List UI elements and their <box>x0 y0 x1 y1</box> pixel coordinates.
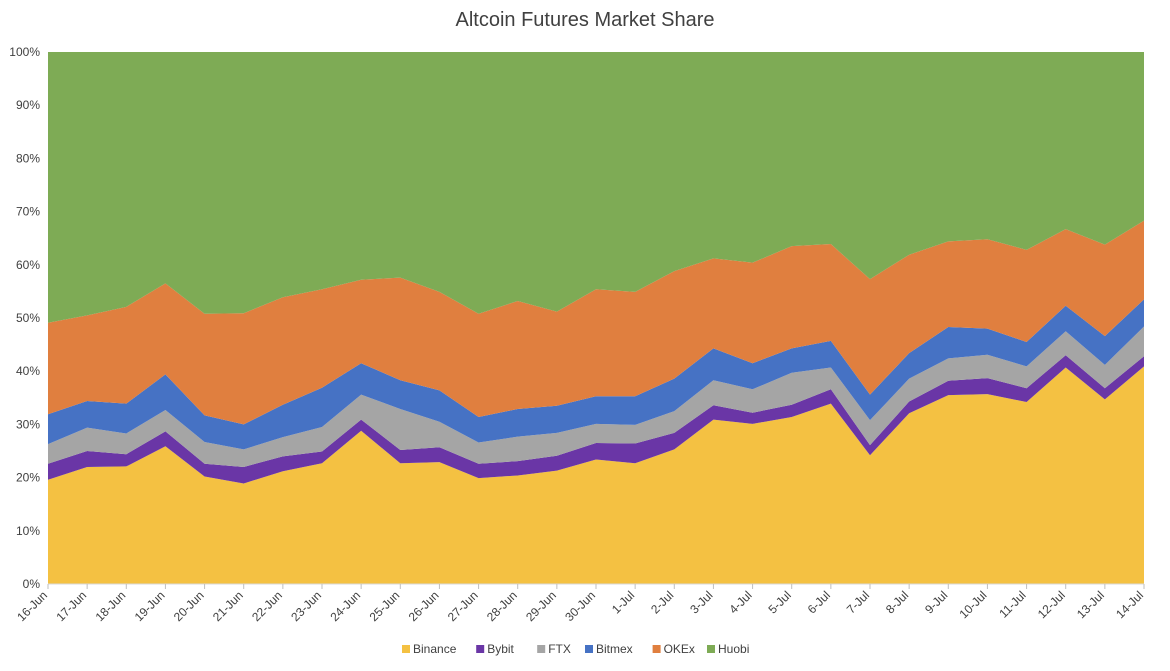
x-tick-label: 12-Jul <box>1035 588 1068 621</box>
legend-swatch-bitmex <box>585 645 593 653</box>
area-huobi <box>48 52 1144 323</box>
x-tick-label: 28-Jun <box>484 588 520 624</box>
x-tick-label: 18-Jun <box>93 588 129 624</box>
x-tick-label: 20-Jun <box>171 588 207 624</box>
x-tick-label: 27-Jun <box>445 588 481 624</box>
x-axis: 16-Jun 17-Jun 18-Jun 19-Jun 20-Jun 21-Jun 22-J… <box>14 583 1146 624</box>
x-tick-label: 16-Jun <box>14 588 50 624</box>
y-tick-label: 20% <box>16 471 40 485</box>
legend-swatch-okex <box>652 645 661 653</box>
x-tick-label: 29-Jun <box>523 588 559 624</box>
x-tick-label: 11-Jul <box>996 588 1028 620</box>
legend-swatch-binance <box>402 645 410 653</box>
x-tick-label: 5-Jul <box>766 588 794 616</box>
x-tick-label: 23-Jun <box>288 588 324 624</box>
y-tick-label: 60% <box>16 258 40 272</box>
x-tick-label: 1-Jul <box>609 588 637 616</box>
y-tick-label: 0% <box>23 577 41 591</box>
x-tick-label: 10-Jul <box>957 588 990 621</box>
x-tick-label: 7-Jul <box>844 588 872 616</box>
x-tick-label: 30-Jun <box>562 588 598 624</box>
x-tick-label: 6-Jul <box>805 588 833 616</box>
y-tick-label: 80% <box>16 151 40 165</box>
x-tick-label: 25-Jun <box>367 588 403 624</box>
legend-label-bitmex: Bitmex <box>596 642 633 656</box>
area-binance <box>48 366 1144 584</box>
legend-swatch-ftx <box>537 645 546 653</box>
area-ftx <box>48 326 1144 467</box>
x-tick-label: 24-Jun <box>327 588 363 624</box>
chart-title: Altcoin Futures Market Share <box>456 9 715 31</box>
y-tick-label: 50% <box>16 311 40 325</box>
legend-swatch-huobi <box>707 645 715 653</box>
y-axis: 0% 10% 20% 30% 40% 50% 60% 70% 80% 90% 100% <box>9 45 40 591</box>
x-tick-label: 14-Jul <box>1113 588 1146 621</box>
x-tick-label: 26-Jun <box>406 588 442 624</box>
x-tick-label: 13-Jul <box>1074 588 1107 621</box>
area-series-group <box>48 52 1144 584</box>
y-tick-label: 10% <box>16 524 40 538</box>
legend-label-ftx: FTX <box>548 642 571 656</box>
legend-label-binance: Binance <box>413 642 457 656</box>
area-bitmex <box>48 299 1144 450</box>
legend: Binance Bybit FTX Bitmex OKEx Huobi <box>402 642 749 656</box>
x-tick-label: 4-Jul <box>726 588 754 616</box>
x-tick-label: 21-Jun <box>210 588 246 624</box>
legend-label-huobi: Huobi <box>718 642 749 656</box>
x-tick-label: 3-Jul <box>687 588 715 616</box>
x-tick-label: 9-Jul <box>922 588 950 616</box>
x-tick-label: 8-Jul <box>883 588 911 616</box>
y-tick-label: 40% <box>16 364 40 378</box>
legend-label-okex: OKEx <box>664 642 695 656</box>
x-tick-label: 19-Jun <box>132 588 168 624</box>
area-okex <box>48 220 1144 425</box>
area-bybit <box>48 355 1144 484</box>
x-tick-label: 22-Jun <box>249 588 285 624</box>
y-tick-label: 30% <box>16 417 40 431</box>
y-tick-label: 100% <box>9 45 40 59</box>
y-tick-label: 90% <box>16 98 40 112</box>
x-tick-label: 2-Jul <box>648 588 676 616</box>
y-tick-label: 70% <box>16 205 40 219</box>
x-tick-label: 17-Jun <box>53 588 89 624</box>
legend-label-bybit: Bybit <box>487 642 514 656</box>
legend-swatch-bybit <box>476 645 485 653</box>
